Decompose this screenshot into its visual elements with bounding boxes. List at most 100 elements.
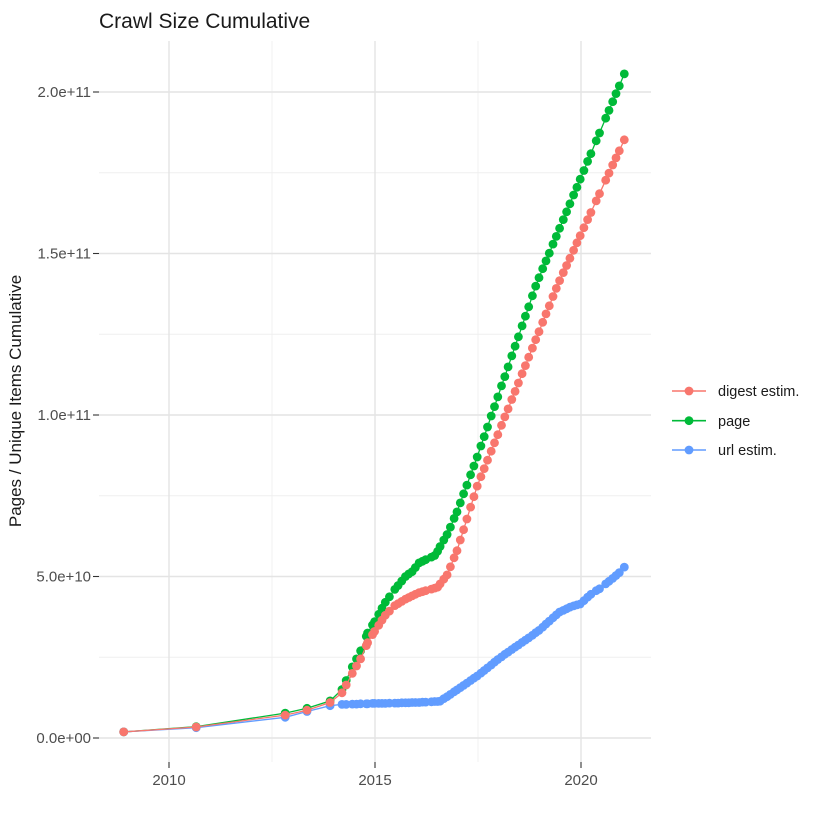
data-point [469, 461, 479, 471]
data-point [459, 525, 468, 535]
data-point [490, 438, 499, 448]
axis-tick-labels: 2010 2015 2020 0.0e+00 5.0e+10 1.0e+11 1.5e+11… [36, 84, 597, 789]
data-point [521, 311, 530, 321]
data-point [595, 128, 604, 138]
data-point [507, 395, 517, 404]
data-point [503, 404, 513, 414]
data-point [325, 698, 335, 707]
data-point [347, 669, 357, 678]
data-point [604, 168, 614, 178]
legend-item-label: digest estim. [718, 384, 799, 400]
data-point [544, 248, 554, 258]
data-point [510, 341, 520, 351]
data-point [538, 264, 548, 274]
data-point [452, 507, 462, 517]
data-point [565, 253, 575, 263]
data-point [569, 245, 578, 255]
data-point [528, 343, 537, 353]
data-point [608, 97, 618, 107]
data-point [476, 472, 486, 482]
data-point [514, 378, 523, 388]
data-point [455, 498, 465, 508]
data-point [446, 562, 455, 572]
series-url-estim [119, 562, 629, 737]
data-point [385, 606, 394, 616]
data-point [555, 276, 564, 285]
data-point [442, 530, 452, 539]
data-point [452, 546, 462, 556]
data-point [363, 638, 372, 648]
data-point [449, 553, 459, 563]
chart-title: Crawl Size Cumulative [99, 10, 310, 33]
data-point [595, 584, 604, 594]
series-line [123, 139, 625, 733]
data-point [119, 727, 129, 737]
data-point [466, 502, 475, 512]
data-point [528, 291, 537, 301]
data-point [601, 175, 611, 185]
legend-item-url-estim: url estim. [672, 443, 777, 459]
data-point [493, 392, 503, 402]
data-point [483, 422, 492, 432]
data-point [500, 412, 510, 422]
legend-item-page: page [672, 414, 750, 430]
data-point [479, 432, 489, 441]
data-point [591, 196, 601, 206]
y-tick-label: 1.0e+11 [37, 407, 91, 424]
data-point [486, 446, 496, 456]
data-point [558, 268, 568, 277]
gridlines [99, 41, 651, 762]
data-point [575, 231, 585, 241]
data-point [507, 351, 517, 361]
data-point [534, 273, 544, 283]
y-tick-label: 1.5e+11 [37, 246, 91, 263]
data-point [490, 402, 499, 411]
data-point [459, 489, 468, 499]
data-point [472, 481, 482, 491]
y-axis-title: Pages / Unique Items Cumulative [6, 275, 25, 527]
data-point [601, 113, 611, 123]
data-point [514, 332, 523, 342]
data-point [534, 327, 544, 337]
x-tick-label: 2020 [564, 772, 597, 789]
data-point [500, 372, 510, 381]
y-tick-label: 5.0e+10 [36, 569, 91, 586]
data-point [575, 174, 585, 184]
data-point [551, 232, 561, 241]
data-point [486, 411, 496, 421]
data-point [472, 452, 482, 462]
data-point [541, 256, 551, 266]
data-point [619, 135, 629, 145]
data-point [614, 146, 624, 156]
legend-item-label: url estim. [718, 443, 777, 459]
data-point [619, 562, 629, 572]
data-point [531, 335, 541, 345]
data-point [455, 535, 465, 545]
data-point [469, 492, 479, 502]
data-point [611, 153, 621, 163]
data-point [551, 284, 561, 293]
series-page [119, 69, 629, 737]
data-point [497, 420, 506, 430]
data-point [586, 149, 596, 159]
data-point [435, 542, 445, 551]
data-point [583, 157, 592, 166]
data-point [595, 189, 604, 199]
data-point [483, 455, 492, 465]
data-point [583, 215, 592, 225]
data-point [565, 199, 575, 209]
data-point [476, 441, 486, 451]
data-point [604, 106, 614, 115]
data-point [579, 166, 589, 175]
data-point [302, 705, 312, 715]
data-point [586, 208, 596, 217]
data-point [619, 69, 629, 79]
data-point [608, 160, 618, 170]
legend-key-dot [684, 416, 694, 426]
data-point [385, 592, 394, 602]
data-point [442, 570, 452, 580]
data-point [497, 381, 506, 391]
data-point [517, 369, 527, 379]
